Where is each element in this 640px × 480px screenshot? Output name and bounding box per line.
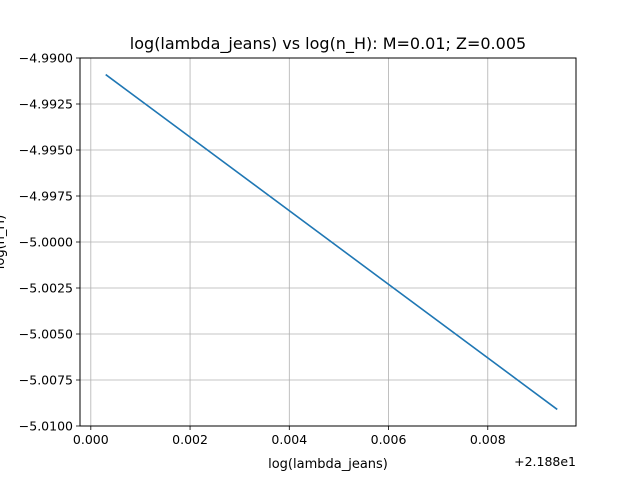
y-axis-ticks: −5.0100 −5.0075 −5.0050 −5.0025 −5.0000 −4.99… xyxy=(19,51,80,434)
y-tick-label: −4.9925 xyxy=(19,97,73,112)
x-axis-ticks: 0.000 0.002 0.004 0.006 0.008 xyxy=(73,426,506,447)
y-tick-label: −5.0000 xyxy=(19,235,73,250)
x-tick-label: 0.006 xyxy=(371,432,407,447)
y-tick-label: −4.9900 xyxy=(19,51,73,66)
x-axis-label: log(lambda_jeans) xyxy=(268,457,388,472)
x-axis-offset-label: +2.188e1 xyxy=(514,454,576,469)
y-tick-label: −4.9950 xyxy=(19,143,73,158)
y-tick-label: −5.0050 xyxy=(19,327,73,342)
y-tick-label: −5.0075 xyxy=(19,373,73,388)
chart-title: log(lambda_jeans) vs log(n_H): M=0.01; Z… xyxy=(130,34,526,54)
y-axis-label: log(n_H) xyxy=(0,215,8,269)
x-tick-label: 0.002 xyxy=(172,432,208,447)
x-tick-label: 0.008 xyxy=(470,432,506,447)
y-tick-label: −5.0025 xyxy=(19,281,73,296)
y-tick-label: −4.9975 xyxy=(19,189,73,204)
x-tick-label: 0.004 xyxy=(271,432,307,447)
x-tick-label: 0.000 xyxy=(73,432,109,447)
series-lines xyxy=(105,73,558,411)
y-tick-label: −5.0100 xyxy=(19,419,73,434)
series-line xyxy=(105,73,558,411)
